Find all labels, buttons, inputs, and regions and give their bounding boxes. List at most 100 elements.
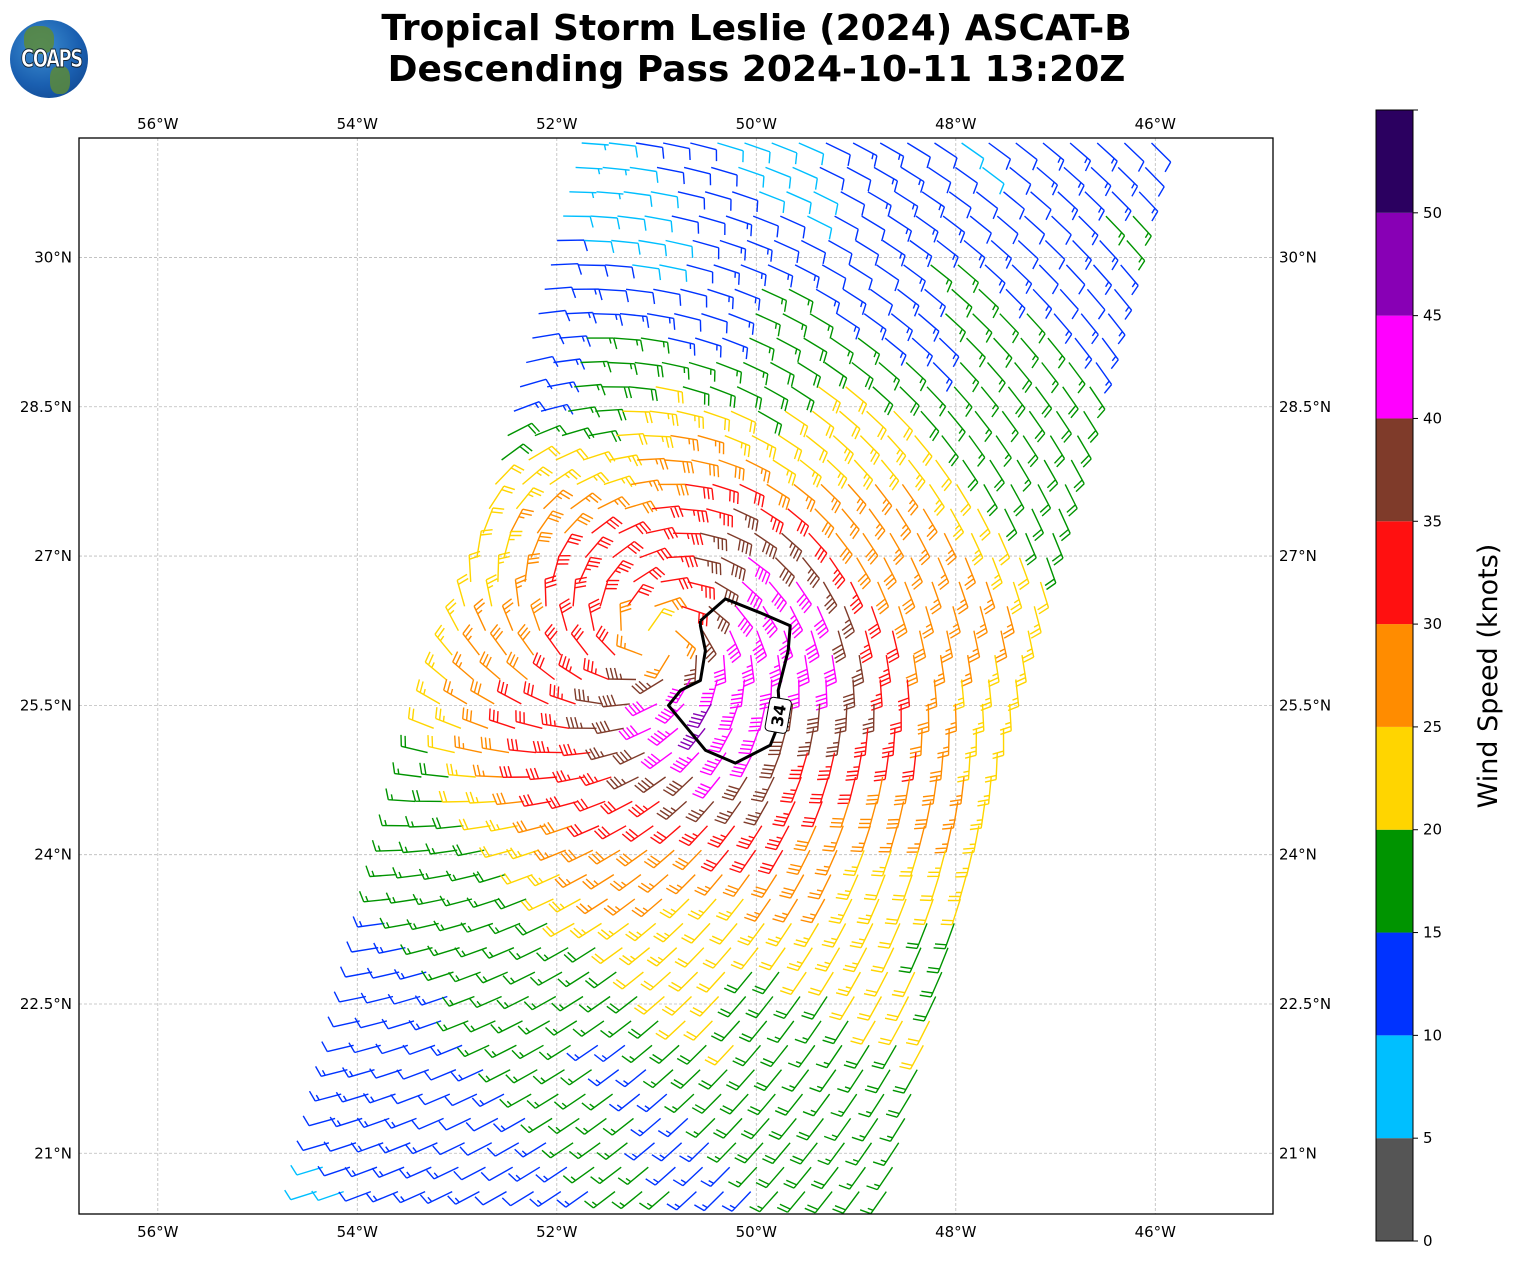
wind-barb (793, 923, 820, 948)
wind-barb (637, 457, 669, 470)
wind-barb (463, 1020, 496, 1033)
wind-barb (617, 215, 647, 231)
wind-barb (706, 508, 733, 528)
lat-tick-label-left: 27°N (34, 547, 72, 565)
contour-label-text: 34 (767, 703, 790, 728)
wind-barb (840, 191, 866, 216)
wind-barb (651, 1142, 683, 1162)
wind-barb (651, 505, 684, 518)
wind-barb (975, 606, 988, 639)
wind-barb (387, 993, 421, 1005)
wind-barb (605, 560, 634, 583)
wind-barb (572, 798, 606, 812)
wind-barb (836, 313, 861, 340)
wind-barb (882, 239, 906, 267)
wind-barb (829, 557, 846, 590)
wind-barb (646, 947, 678, 967)
wind-barb (769, 654, 783, 688)
wind-barb (808, 532, 828, 564)
wind-barb (697, 434, 725, 455)
wind-barb (1030, 191, 1052, 221)
wind-barb (445, 870, 479, 882)
wind-barb (1051, 532, 1064, 566)
wind-barb (866, 410, 887, 441)
wind-barb (570, 624, 589, 656)
wind-barb (584, 971, 617, 989)
wind-barb (704, 1044, 734, 1066)
wind-barb (671, 215, 700, 234)
wind-barb (956, 484, 972, 517)
wind-barb (1095, 362, 1113, 394)
wind-barb (526, 355, 559, 368)
wind-barb (736, 386, 763, 410)
wind-barb (424, 651, 447, 681)
wind-barb (540, 403, 574, 415)
wind-barb (774, 1093, 804, 1116)
wind-barb (879, 1118, 906, 1142)
wind-barb (575, 166, 603, 175)
lat-tick-label-left: 24°N (34, 846, 72, 864)
wind-barb (730, 410, 757, 434)
wind-barb (842, 947, 868, 973)
wind-barb (766, 483, 791, 511)
wind-barb (718, 459, 745, 481)
wind-barb (560, 849, 594, 863)
wind-barb (787, 1044, 816, 1068)
wind-barb (955, 850, 974, 878)
wind-barb (530, 598, 544, 631)
wind-barb (851, 654, 865, 688)
wind-barb (942, 215, 966, 244)
wind-barb (794, 1020, 822, 1044)
wind-barb (645, 526, 679, 540)
wind-barb (863, 313, 887, 341)
wind-barb (787, 508, 810, 537)
wind-barb (613, 337, 644, 352)
wind-barb (714, 581, 739, 607)
wind-barb (739, 483, 765, 508)
wind-barb (872, 386, 894, 416)
wind-barb (633, 566, 666, 583)
wind-barb (581, 1093, 614, 1111)
colorbar-bin (1376, 1035, 1413, 1139)
wind-barb (838, 1166, 866, 1190)
wind-barb (940, 898, 961, 926)
wind-barb (943, 532, 957, 566)
wind-barb (621, 1044, 653, 1064)
wind-barb (1051, 215, 1072, 246)
wind-barb (578, 772, 612, 787)
wind-barb (805, 630, 820, 664)
wind-barb (965, 337, 986, 368)
wind-barb (542, 922, 575, 938)
wind-barb (687, 581, 715, 600)
wind-barb (828, 239, 853, 265)
wind-barb (824, 361, 848, 389)
colorbar-tick-label: 15 (1423, 924, 1442, 942)
wind-barb (798, 142, 825, 166)
wind-barb (598, 288, 629, 303)
wind-barb (603, 475, 637, 488)
wind-barb (493, 897, 527, 910)
wind-barb (352, 916, 385, 928)
wind-barb (787, 605, 804, 639)
wind-barb (792, 166, 818, 190)
wind-barb (572, 1020, 605, 1037)
wind-barb (1002, 606, 1015, 639)
wind-barb (774, 557, 796, 587)
wind-barb (912, 898, 934, 926)
wind-barb (470, 679, 495, 705)
wind-barb (438, 1117, 472, 1131)
wind-barb (406, 919, 439, 931)
wind-barb (584, 1191, 616, 1209)
wind-barb (661, 995, 692, 1016)
wind-barb (853, 459, 874, 490)
lat-tick-label-left: 25.5°N (20, 696, 72, 714)
wind-barb (858, 801, 878, 829)
wind-barb (796, 1117, 824, 1141)
wind-barb (405, 815, 437, 828)
wind-barb (569, 922, 602, 939)
wind-barb (784, 410, 809, 438)
wind-barb (780, 776, 802, 803)
wind-barb (626, 288, 656, 305)
wind-barb (782, 313, 808, 338)
wind-barb (480, 1166, 514, 1182)
